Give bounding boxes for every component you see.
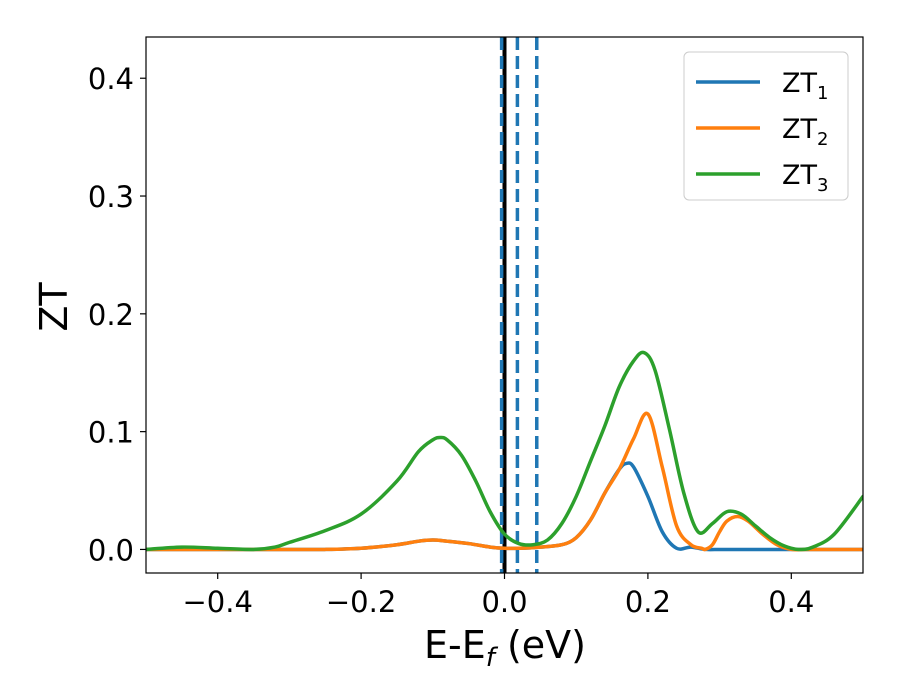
x-tick-label: 0.2 — [625, 585, 671, 619]
series-line-3 — [146, 350, 863, 552]
y-tick-label: 0.3 — [88, 180, 134, 214]
x-tick-label: −0.2 — [326, 585, 396, 619]
x-axis-label: E-Ef (eV) — [424, 623, 586, 673]
x-tick-label: 0.0 — [481, 585, 527, 619]
y-axis-label: ZT — [32, 282, 76, 332]
x-tick-label: 0.4 — [768, 585, 814, 619]
x-axis: −0.4 −0.2 0.0 0.2 0.4 — [182, 573, 814, 619]
legend-box — [683, 51, 849, 201]
x-axis-label-main: E-E — [424, 623, 486, 667]
reference-lines — [499, 37, 539, 573]
y-tick-label: 0.1 — [88, 416, 134, 450]
series-line-2 — [146, 411, 863, 552]
y-tick-label: 0.0 — [88, 533, 134, 567]
legend-label-1: ZT1 — [782, 68, 828, 104]
series-lines — [146, 350, 863, 552]
x-tick-label: −0.4 — [182, 585, 252, 619]
legend: ZT1 ZT2 ZT3 — [683, 51, 849, 201]
legend-items: ZT1 ZT2 ZT3 — [696, 68, 828, 196]
legend-label-2: ZT2 — [782, 114, 828, 150]
y-axis: 0.0 0.1 0.2 0.3 0.4 — [88, 62, 146, 567]
y-tick-label: 0.4 — [88, 62, 134, 96]
y-tick-label: 0.2 — [88, 298, 134, 332]
legend-label-3: ZT3 — [782, 160, 828, 196]
x-axis-label-unit: (eV) — [495, 623, 586, 667]
